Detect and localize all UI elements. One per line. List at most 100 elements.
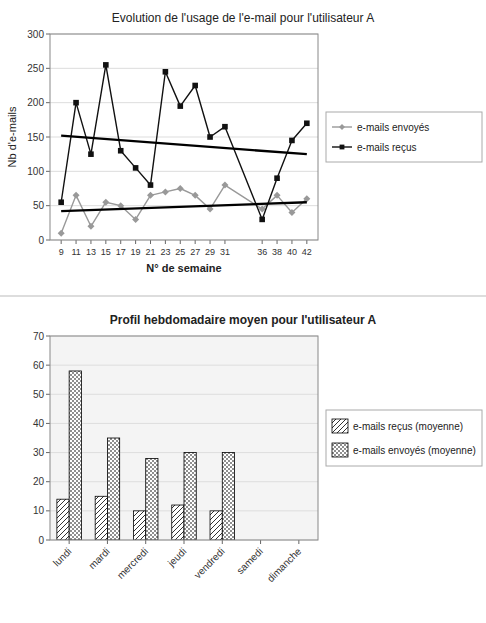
grid-line [50,423,318,424]
bar [57,499,69,540]
tick-mark [105,240,106,244]
legend-swatch [332,443,348,457]
marker [339,124,345,130]
grid-line [50,394,318,395]
y-tick-label: 60 [33,360,45,371]
marker [288,209,295,216]
marker [289,138,295,144]
bar [133,511,145,540]
bar [146,458,158,540]
x-tick-label: 25 [175,247,185,257]
bar [95,496,107,540]
tick-mark [224,240,225,244]
marker [177,185,184,192]
tick-mark [46,481,50,482]
plot-frame [50,34,318,240]
x-tick-label: 15 [101,247,111,257]
grid-line [50,171,318,172]
chart-title: Evolution de l'usage de l'e-mail pour l'… [112,11,374,25]
tick-mark [61,240,62,244]
y-tick-label: 70 [33,331,45,342]
legend-label: e-mails reçus [357,142,416,153]
plot-background [50,336,318,540]
tick-mark [46,423,50,424]
tick-mark [150,240,151,244]
tick-mark [210,240,211,244]
marker [221,182,228,189]
marker [103,62,109,68]
tick-mark [46,365,50,366]
marker [192,192,199,199]
tick-mark [195,240,196,244]
marker [58,230,65,237]
y-tick-label: 250 [27,63,44,74]
tick-mark [107,540,108,544]
plot-frame [50,336,318,540]
x-tick-label: 36 [257,247,267,257]
tick-mark [46,540,50,541]
tick-mark [90,240,91,244]
tick-mark [46,205,50,206]
x-tick-label: 23 [160,247,170,257]
chart-title: Profil hebdomadaire moyen pour l'utilisa… [110,313,377,327]
x-tick-label: jeudi [165,546,188,569]
tick-mark [46,240,50,241]
x-tick-label: 21 [145,247,155,257]
y-tick-label: 50 [33,389,45,400]
bar-chart: Profil hebdomadaire moyen pour l'utilisa… [33,313,482,584]
tick-mark [69,540,70,544]
x-tick-label: 29 [205,247,215,257]
legend-label: e-mails reçus (moyenne) [353,421,463,432]
x-tick-label: 31 [220,247,230,257]
y-tick-label: 150 [27,132,44,143]
y-tick-label: 50 [33,200,45,211]
marker [162,188,169,195]
tick-mark [46,68,50,69]
grid-line [50,102,318,103]
x-tick-label: 27 [190,247,200,257]
tick-mark [260,540,261,544]
tick-mark [180,240,181,244]
series-line [61,65,307,220]
legend: e-mails envoyés e-mails reçus [326,112,482,162]
trend-line [61,136,307,155]
y-tick-label: 200 [27,97,44,108]
marker [177,103,183,109]
grid-line [50,68,318,69]
tick-mark [46,34,50,35]
marker [192,83,198,89]
x-tick-label: 19 [131,247,141,257]
marker [133,165,139,171]
y-axis-label: Nb d'e-mails [6,106,18,167]
y-tick-label: 0 [38,535,44,546]
plot-area [57,371,235,540]
tick-mark [46,452,50,453]
bar [172,505,184,540]
tick-mark [46,137,50,138]
tick-mark [184,540,185,544]
tick-mark [46,102,50,103]
bar [184,453,196,540]
y-tick-label: 300 [27,29,44,40]
marker [207,134,213,140]
tick-mark [222,540,223,544]
y-tick-label: 100 [27,166,44,177]
x-tick-label: 9 [59,247,64,257]
tick-mark [135,240,136,244]
x-tick-label: dimanche [265,545,304,584]
tick-mark [298,540,299,544]
marker [340,145,345,150]
marker [148,182,154,188]
legend-label: e-mails envoyés [357,122,429,133]
x-tick-label: 40 [287,247,297,257]
marker [73,192,80,199]
y-tick-label: 30 [33,447,45,458]
x-tick-label: 38 [272,247,282,257]
y-tick-label: 40 [33,418,45,429]
x-tick-label: samedi [234,546,265,577]
x-tick-label: 17 [116,247,126,257]
bar [107,438,119,540]
marker [147,192,154,199]
bar [222,453,234,540]
marker [259,217,265,223]
